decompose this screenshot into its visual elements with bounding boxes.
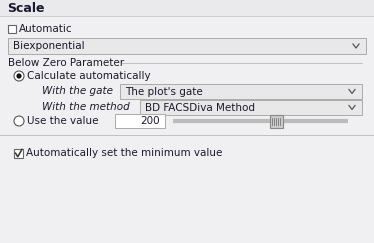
Text: 200: 200 (140, 116, 160, 126)
Circle shape (14, 116, 24, 126)
Bar (120, 84, 362, 99)
Circle shape (14, 71, 24, 81)
Bar (270, 114, 283, 128)
Text: BD FACSDiva Method: BD FACSDiva Method (145, 103, 255, 113)
Text: Below Zero Parameter: Below Zero Parameter (8, 58, 124, 68)
Bar (115, 114, 165, 128)
Text: With the gate: With the gate (42, 86, 113, 96)
Bar (14, 148, 23, 157)
Bar (8, 38, 366, 54)
Text: Calculate automatically: Calculate automatically (27, 71, 151, 81)
Circle shape (16, 73, 22, 78)
Text: Automatically set the minimum value: Automatically set the minimum value (26, 148, 223, 158)
Bar (8, 25, 16, 33)
Bar (0, 0, 374, 16)
Text: Automatic: Automatic (19, 24, 73, 34)
Text: Scale: Scale (7, 2, 45, 16)
Text: The plot's gate: The plot's gate (125, 87, 203, 96)
Bar (140, 100, 362, 115)
Text: Use the value: Use the value (27, 116, 98, 126)
Text: Biexponential: Biexponential (13, 41, 85, 51)
Text: With the method: With the method (42, 102, 130, 112)
